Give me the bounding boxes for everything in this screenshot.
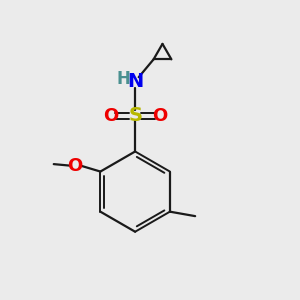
Text: S: S bbox=[128, 106, 142, 125]
Text: O: O bbox=[152, 107, 167, 125]
Text: O: O bbox=[68, 157, 83, 175]
Text: N: N bbox=[127, 72, 143, 91]
Text: O: O bbox=[103, 107, 118, 125]
Text: H: H bbox=[117, 70, 131, 88]
